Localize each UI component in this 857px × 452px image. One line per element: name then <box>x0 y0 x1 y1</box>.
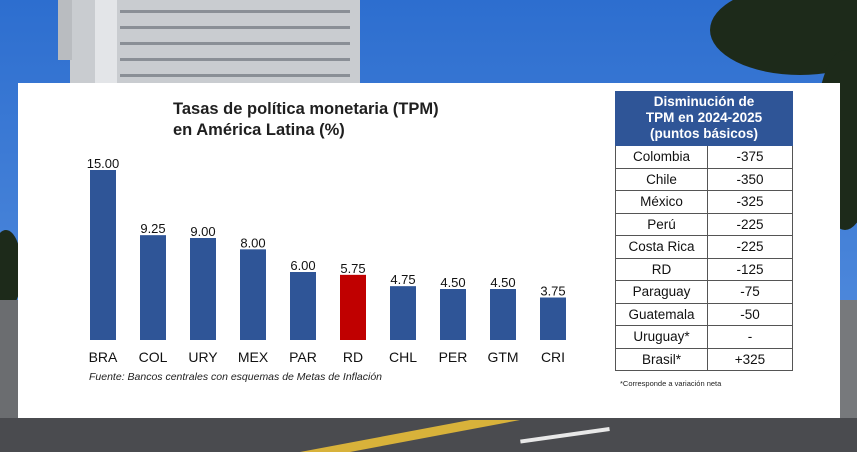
yellow-curb <box>300 420 520 452</box>
bar-chl <box>390 286 416 340</box>
value-label: 8.00 <box>240 235 265 250</box>
table-value-cell: -50 <box>707 302 793 326</box>
table-value-cell: -225 <box>707 235 793 259</box>
table-country-cell: México <box>615 190 708 214</box>
bar-par <box>290 272 316 340</box>
table-value-cell: -375 <box>707 145 793 169</box>
x-tick-label: CRI <box>541 349 565 365</box>
x-tick-label: MEX <box>238 349 269 365</box>
table-country-cell: Chile <box>615 167 708 191</box>
table-row: Chile -350 <box>615 167 793 191</box>
table-row: RD -125 <box>615 257 793 281</box>
x-tick-label: URY <box>188 349 218 365</box>
table-value-cell: -350 <box>707 167 793 191</box>
x-tick-label: COL <box>139 349 168 365</box>
value-label: 4.75 <box>390 272 415 287</box>
table-country-cell: Costa Rica <box>615 235 708 259</box>
bar-col <box>140 235 166 340</box>
table-body: Colombia -375 Chile -350 México -325 Perú -225 C… <box>615 145 793 371</box>
chart-title: Tasas de política monetaria (TPM) en Amé… <box>173 99 473 141</box>
table-value-cell: -75 <box>707 280 793 304</box>
table-country-cell: Paraguay <box>615 280 708 304</box>
table-country-cell: Guatemala <box>615 302 708 326</box>
x-tick-label: PAR <box>289 349 317 365</box>
table-row: Paraguay -75 <box>615 280 793 304</box>
value-label: 9.00 <box>190 224 215 239</box>
table-value-cell: +325 <box>707 347 793 371</box>
bar-chart: 15.00 BRA 9.25 COL 9.00 URY 8.00 MEX 6.00 PAR 5.75… <box>87 156 566 365</box>
table-country-cell: Uruguay* <box>615 325 708 349</box>
table-header-line3: (puntos básicos) <box>649 126 758 141</box>
value-label: 9.25 <box>140 221 165 236</box>
table-row: Uruguay* - <box>615 325 793 349</box>
value-label: 4.50 <box>490 275 515 290</box>
table-value-cell: - <box>707 325 793 349</box>
value-label: 5.75 <box>340 261 365 276</box>
table-row: Perú -225 <box>615 212 793 236</box>
value-label: 4.50 <box>440 275 465 290</box>
table-country-cell: Colombia <box>615 145 708 169</box>
table-row: Costa Rica -225 <box>615 235 793 259</box>
bar-bra <box>90 170 116 340</box>
table-country-cell: Perú <box>615 212 708 236</box>
table-row: Guatemala -50 <box>615 302 793 326</box>
table-value-cell: -325 <box>707 190 793 214</box>
chart-title-line2: en América Latina (%) <box>173 121 345 139</box>
building <box>58 0 360 83</box>
bar-gtm <box>490 289 516 340</box>
x-tick-label: CHL <box>389 349 417 365</box>
bar-per <box>440 289 466 340</box>
infographic-card: Tasas de política monetaria (TPM) en Amé… <box>18 83 840 418</box>
table-row: México -325 <box>615 190 793 214</box>
table-value-cell: -225 <box>707 212 793 236</box>
table-country-cell: Brasil* <box>615 347 708 371</box>
table-value-cell: -125 <box>707 257 793 281</box>
table-row: Brasil* +325 <box>615 347 793 371</box>
bar-rd <box>340 274 366 340</box>
bar-cri <box>540 297 566 340</box>
bar-mex <box>240 249 266 340</box>
table-footnote: *Corresponde a variación neta <box>620 379 722 388</box>
rate-cut-table: Disminución de TPM en 2024-2025 (puntos … <box>615 91 793 371</box>
value-label: 15.00 <box>87 156 120 171</box>
x-tick-label: RD <box>343 349 363 365</box>
value-label: 6.00 <box>290 258 315 273</box>
chart-title-line1: Tasas de política monetaria (TPM) <box>173 100 439 118</box>
x-tick-label: BRA <box>89 349 118 365</box>
source-note: Fuente: Bancos centrales con esquemas de… <box>89 371 383 383</box>
value-label: 3.75 <box>540 284 565 299</box>
table-header-line1: Disminución de <box>653 94 755 109</box>
table-header: Disminución de TPM en 2024-2025 (puntos … <box>615 91 793 146</box>
table-row: Colombia -375 <box>615 145 793 169</box>
table-country-cell: RD <box>615 257 708 281</box>
bar-ury <box>190 238 216 340</box>
x-tick-label: PER <box>439 349 468 365</box>
x-tick-label: GTM <box>487 349 518 365</box>
table-header-line2: TPM en 2024-2025 <box>645 110 763 125</box>
